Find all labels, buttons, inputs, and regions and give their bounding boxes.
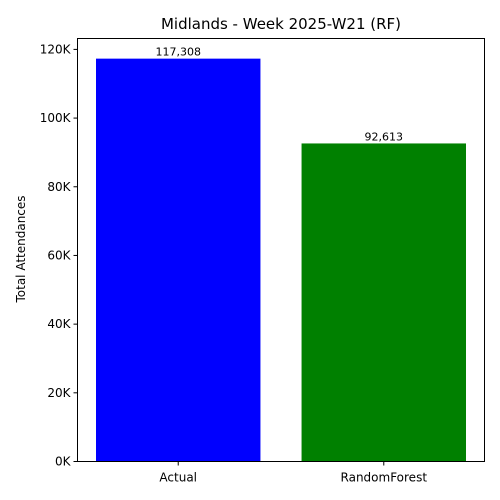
plot-area-frame — [77, 38, 485, 462]
bar-actual — [96, 58, 261, 462]
bar-randomforest — [301, 143, 466, 462]
y-tick-label: 100K — [40, 111, 72, 125]
y-tick-label: 0K — [55, 455, 72, 469]
chart-title: Midlands - Week 2025-W21 (RF) — [161, 15, 401, 33]
x-tick-label: RandomForest — [341, 471, 428, 485]
data-label-actual: 117,308 — [155, 46, 201, 59]
y-tick-label: 120K — [40, 42, 72, 56]
y-tick-label: 60K — [47, 248, 71, 262]
x-tick-label: Actual — [159, 471, 197, 485]
y-axis-ticks: 0K 20K 40K 60K 80K 100K 120K — [40, 42, 78, 469]
y-tick-label: 40K — [47, 317, 71, 331]
y-axis-label: Total Attendances — [14, 195, 28, 303]
y-tick-label: 20K — [47, 386, 71, 400]
x-axis-ticks: Actual RandomForest — [159, 461, 428, 485]
data-label-randomforest: 92,613 — [365, 130, 404, 143]
y-tick-label: 80K — [47, 180, 71, 194]
bars-group — [96, 58, 466, 462]
data-labels-group: 117,308 92,613 — [155, 46, 403, 144]
